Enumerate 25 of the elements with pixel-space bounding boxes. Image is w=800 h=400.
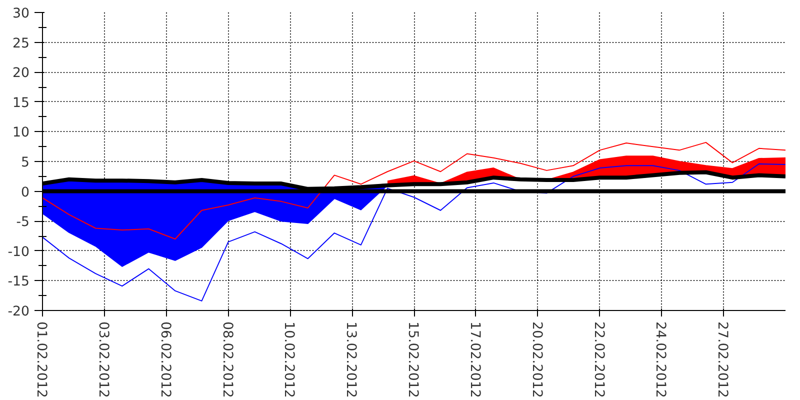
y-tick-label: 30 bbox=[12, 6, 30, 22]
x-tick-label: 24.02.2012 bbox=[652, 322, 668, 398]
x-tick-label: 08.02.2012 bbox=[219, 322, 234, 398]
y-tick-label: 15 bbox=[12, 96, 30, 111]
x-tick-label: 22.02.2012 bbox=[590, 322, 606, 398]
line-series bbox=[42, 163, 786, 302]
y-tick-label: 10 bbox=[12, 126, 30, 141]
x-tick-label: 13.02.2012 bbox=[343, 322, 358, 398]
y-tick-label: -10 bbox=[8, 244, 30, 260]
y-tick-label: 20 bbox=[12, 66, 30, 82]
y-tick-label: -20 bbox=[8, 304, 30, 320]
x-tick-label: 03.02.2012 bbox=[95, 322, 110, 398]
y-tick-label: -5 bbox=[16, 215, 30, 230]
x-tick-label: 17.02.2012 bbox=[466, 322, 482, 398]
x-tick-label: 10.02.2012 bbox=[281, 322, 296, 398]
x-tick-label: 27.02.2012 bbox=[714, 322, 730, 398]
y-tick-label: 25 bbox=[12, 36, 30, 52]
x-tick-label: 06.02.2012 bbox=[157, 322, 172, 398]
x-tick-label: 01.02.2012 bbox=[34, 322, 48, 398]
y-tick-label: 0 bbox=[21, 185, 30, 200]
y-tick-label: 5 bbox=[21, 156, 30, 170]
x-tick-label: 20.02.2012 bbox=[528, 322, 544, 398]
y-tick-label: -15 bbox=[8, 274, 30, 290]
line-series bbox=[42, 142, 786, 240]
x-tick-label: 15.02.2012 bbox=[405, 322, 420, 398]
